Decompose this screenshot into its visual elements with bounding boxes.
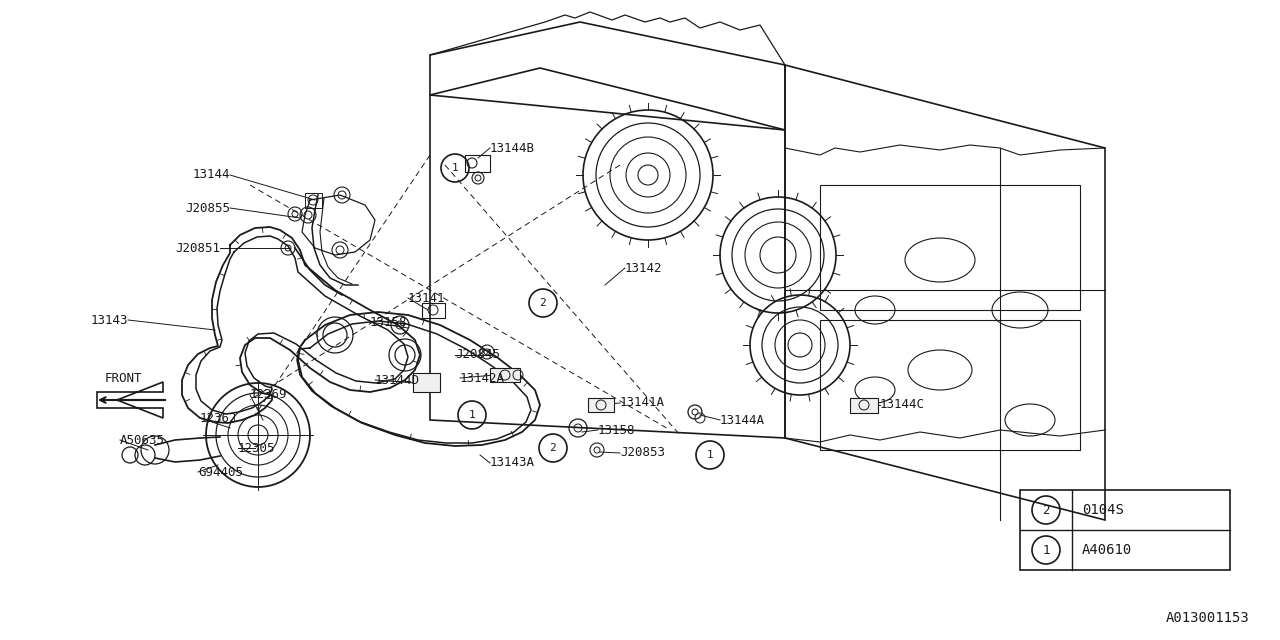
Polygon shape (850, 398, 878, 413)
Text: FRONT: FRONT (104, 371, 142, 385)
Text: 12369: 12369 (250, 388, 288, 401)
Text: 13144: 13144 (192, 168, 230, 182)
Text: 0104S: 0104S (1082, 503, 1124, 517)
Text: 13143A: 13143A (490, 456, 535, 470)
Text: 13144B: 13144B (490, 141, 535, 154)
Text: 13141A: 13141A (620, 397, 666, 410)
Text: 13144C: 13144C (881, 399, 925, 412)
Polygon shape (413, 373, 440, 392)
Text: 13141: 13141 (408, 291, 445, 305)
Text: 2: 2 (1042, 504, 1050, 516)
Text: G94405: G94405 (198, 465, 243, 479)
Text: 2: 2 (549, 443, 557, 453)
Text: 12362: 12362 (200, 412, 238, 424)
Text: 1: 1 (1042, 543, 1050, 557)
Text: 13142: 13142 (625, 262, 663, 275)
Text: 13142A: 13142A (460, 371, 506, 385)
Text: 1: 1 (452, 163, 458, 173)
Text: 13158: 13158 (370, 316, 407, 328)
Text: A013001153: A013001153 (1166, 611, 1251, 625)
Text: 1: 1 (707, 450, 713, 460)
Text: A40610: A40610 (1082, 543, 1133, 557)
Text: 13144A: 13144A (719, 413, 765, 426)
Text: J20853: J20853 (620, 447, 666, 460)
Text: 12305: 12305 (238, 442, 275, 454)
Text: J20851: J20851 (175, 241, 220, 255)
Text: 13158: 13158 (598, 424, 635, 436)
Text: J20845: J20845 (454, 349, 500, 362)
Text: 13143: 13143 (91, 314, 128, 326)
Text: A50635: A50635 (120, 433, 165, 447)
Text: 2: 2 (540, 298, 547, 308)
Text: 1: 1 (468, 410, 475, 420)
Polygon shape (588, 398, 614, 412)
Text: J20855: J20855 (186, 202, 230, 214)
Polygon shape (490, 368, 520, 382)
Text: 13144D: 13144D (375, 374, 420, 387)
